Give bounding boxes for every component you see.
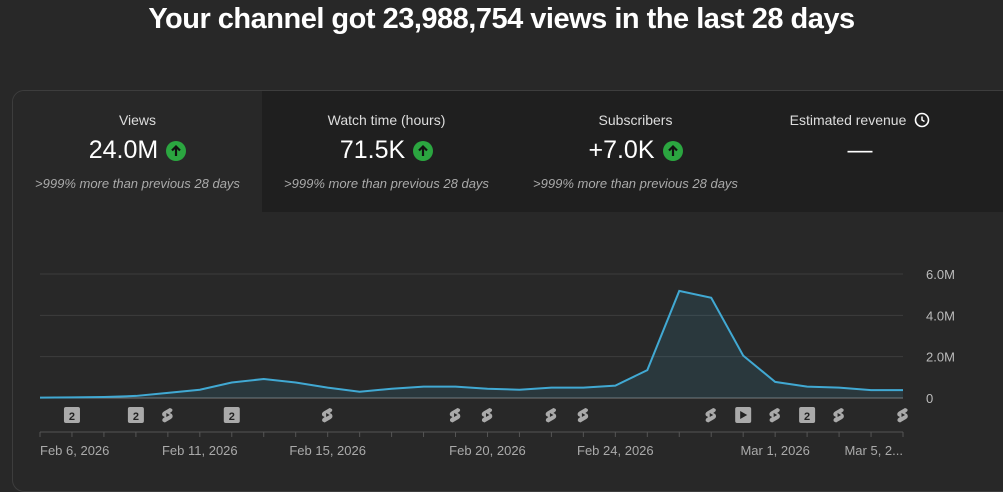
x-tick-label: Mar 5, 2... — [844, 443, 903, 457]
metric-label: Watch time (hours) — [327, 112, 446, 128]
y-tick-label: 2.0M — [926, 350, 955, 365]
up-icon — [166, 140, 187, 161]
upload-badge-count: 2 — [804, 411, 810, 423]
area — [40, 290, 903, 398]
y-tick-label: 6.0M — [926, 267, 955, 282]
upload-badge-count: 2 — [229, 411, 235, 423]
shorts-icon — [769, 408, 780, 423]
shorts-play — [326, 413, 330, 417]
y-tick-label: 0 — [926, 391, 933, 406]
video-play — [740, 411, 748, 419]
x-tick-label: Feb 6, 2026 — [40, 443, 109, 457]
shorts-icon — [577, 408, 589, 423]
metric-tab[interactable]: Watch time (hours) 71.5K >999% more than… — [262, 91, 512, 212]
shorts-play — [454, 413, 458, 417]
upload-badge-count: 2 — [133, 411, 139, 423]
x-tick-label: Mar 1, 2026 — [740, 443, 809, 457]
shorts-icon — [833, 408, 844, 423]
line — [39, 289, 903, 399]
upload-badge-count: 2 — [69, 411, 75, 423]
metric-value: 24.0M — [88, 136, 159, 164]
metric-change: >999% more than previous 28 days — [284, 176, 489, 191]
upload-badge — [223, 407, 240, 423]
shorts-play — [581, 413, 586, 417]
shorts-icon — [449, 408, 461, 423]
x-tick-label: Feb 15, 2026 — [289, 443, 366, 457]
shorts-icon — [897, 408, 908, 423]
metric-change: >999% more than previous 28 days — [35, 176, 240, 191]
metric-tab[interactable]: Estimated revenue — — [760, 91, 1003, 212]
analytics-panel: Views 24.0M >999% more than previous 28 … — [12, 90, 1003, 492]
up-icon — [662, 140, 683, 161]
metric-label: Estimated revenue — [789, 112, 907, 128]
shorts-play — [901, 413, 905, 417]
upload-badge — [127, 407, 144, 423]
clock-icon — [915, 112, 930, 128]
chart: 0 2.0M 4.0M 6.0M Feb 6, 2026 Feb 11, 2026 Feb … — [39, 267, 955, 457]
y-tick-label: 4.0M — [926, 308, 955, 323]
shorts-play — [485, 413, 490, 417]
shorts-icon — [162, 408, 173, 423]
page-title: Your channel got 23,988,754 views in the… — [148, 3, 855, 35]
metric-value: 71.5K — [339, 136, 406, 164]
shorts-play — [549, 413, 554, 417]
shorts-play — [773, 413, 778, 417]
page: Your channel got 23,988,754 views in the… — [12, 3, 1003, 492]
metric-change: >999% more than previous 28 days — [533, 176, 738, 191]
shorts-icon — [481, 408, 493, 423]
x-tick-label: Feb 24, 2026 — [577, 443, 654, 457]
metric-value: +7.0K — [588, 136, 655, 164]
metric-label: Views — [118, 112, 157, 128]
x-tick-label: Feb 20, 2026 — [449, 443, 526, 457]
upload-badge — [63, 407, 80, 423]
upload-badge — [799, 407, 816, 423]
x-tick-label: Feb 11, 2026 — [162, 443, 238, 457]
up-icon — [413, 140, 434, 161]
shorts-play — [166, 413, 170, 417]
shorts-play — [837, 413, 842, 417]
shorts-icon — [321, 408, 333, 423]
metric-label: Subscribers — [598, 112, 673, 128]
shorts-icon — [705, 408, 717, 423]
metric-tab[interactable]: Subscribers +7.0K >999% more than previo… — [511, 91, 761, 212]
shorts-icon — [545, 408, 557, 423]
metric-tab[interactable]: Views 24.0M >999% more than previous 28 … — [13, 91, 263, 212]
metric-value: — — [847, 136, 873, 164]
shorts-play — [709, 413, 714, 417]
